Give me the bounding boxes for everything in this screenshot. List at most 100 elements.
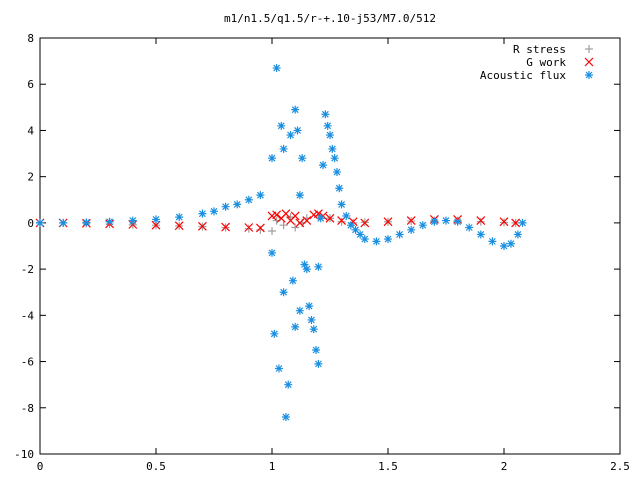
series-layer: [35, 64, 527, 422]
data-point: [518, 218, 527, 227]
legend-marker: [585, 45, 593, 53]
data-point: [295, 191, 304, 200]
data-point: [290, 211, 300, 221]
data-point: [233, 200, 242, 209]
data-point: [430, 217, 439, 226]
data-point: [244, 223, 254, 232]
data-point: [279, 144, 288, 153]
data-point: [305, 302, 314, 311]
data-point: [105, 217, 114, 226]
data-point: [128, 216, 137, 225]
data-point: [277, 121, 286, 130]
data-point: [272, 210, 282, 220]
data-point: [293, 126, 302, 135]
data-point: [511, 218, 521, 228]
data-point: [356, 230, 365, 239]
x-axis: 0 0.5 1 1.5 2 2.5: [37, 38, 630, 473]
data-point: [270, 329, 279, 338]
data-point: [279, 221, 288, 230]
data-point: [476, 217, 485, 226]
y-tick-label: -4: [21, 309, 35, 322]
y-tick-label: 2: [27, 171, 34, 184]
data-point: [279, 288, 288, 297]
data-point: [513, 230, 522, 239]
data-point: [319, 161, 328, 170]
data-point: [284, 380, 293, 389]
y-tick-label: -2: [21, 263, 34, 276]
data-point: [500, 242, 508, 250]
data-point: [291, 105, 300, 114]
data-point: [291, 223, 300, 232]
data-point: [286, 131, 295, 140]
data-point: [268, 226, 276, 235]
data-point: [152, 215, 160, 224]
x-tick-label: 1.5: [378, 460, 398, 473]
data-point: [328, 144, 337, 153]
data-point: [314, 359, 323, 368]
data-point: [406, 216, 416, 226]
data-point: [295, 218, 305, 228]
data-point: [291, 322, 300, 331]
data-point: [312, 346, 321, 354]
data-point: [272, 64, 281, 73]
y-tick-label: 8: [27, 32, 34, 45]
data-point: [281, 209, 291, 219]
data-point: [314, 262, 323, 271]
data-point: [326, 131, 334, 140]
data-point: [506, 239, 515, 248]
data-point: [346, 221, 355, 230]
data-point: [395, 230, 404, 239]
data-point: [321, 110, 330, 119]
data-point: [316, 214, 325, 223]
data-point: [442, 216, 450, 225]
y-tick-label: -8: [21, 402, 34, 415]
data-point: [255, 223, 265, 233]
data-point: [302, 265, 311, 274]
data-point: [281, 413, 290, 422]
y-tick-label: -6: [21, 356, 34, 369]
data-point: [221, 202, 230, 211]
data-point: [453, 217, 462, 226]
x-tick-label: 0: [37, 460, 44, 473]
data-point: [268, 248, 276, 257]
data-point: [351, 225, 360, 234]
y-axis: -10 -8 -6 -4 -2 0 2 4 6 8: [14, 32, 620, 461]
data-point: [323, 121, 332, 130]
data-point: [307, 315, 316, 324]
data-point: [309, 325, 318, 334]
data-point: [244, 224, 253, 233]
data-point: [82, 218, 91, 227]
data-point: [302, 216, 312, 226]
data-point: [330, 154, 339, 163]
data-point: [337, 200, 346, 209]
series-acoustic-flux: [36, 64, 527, 422]
data-point: [335, 184, 344, 193]
data-point: [372, 237, 381, 246]
y-tick-label: 0: [27, 217, 34, 230]
legend-label: G work: [526, 56, 566, 69]
x-tick-label: 0.5: [146, 460, 166, 473]
data-point: [360, 218, 370, 228]
data-point: [256, 225, 265, 234]
data-point: [488, 237, 497, 246]
data-point: [175, 213, 184, 222]
data-point: [499, 217, 509, 227]
legend-label: R stress: [513, 43, 566, 56]
data-point: [288, 276, 297, 285]
data-point: [332, 168, 341, 177]
plot-frame: [39, 37, 621, 455]
data-point: [59, 218, 68, 227]
data-point: [383, 217, 393, 227]
data-point: [465, 223, 474, 232]
data-point: [221, 222, 231, 232]
data-point: [300, 260, 309, 269]
legend-marker: [584, 57, 594, 67]
data-point: [384, 235, 392, 244]
data-point: [268, 154, 276, 163]
y-tick-label: 6: [27, 78, 34, 91]
data-point: [418, 221, 427, 230]
data-point: [342, 211, 351, 220]
data-point: [36, 218, 44, 227]
